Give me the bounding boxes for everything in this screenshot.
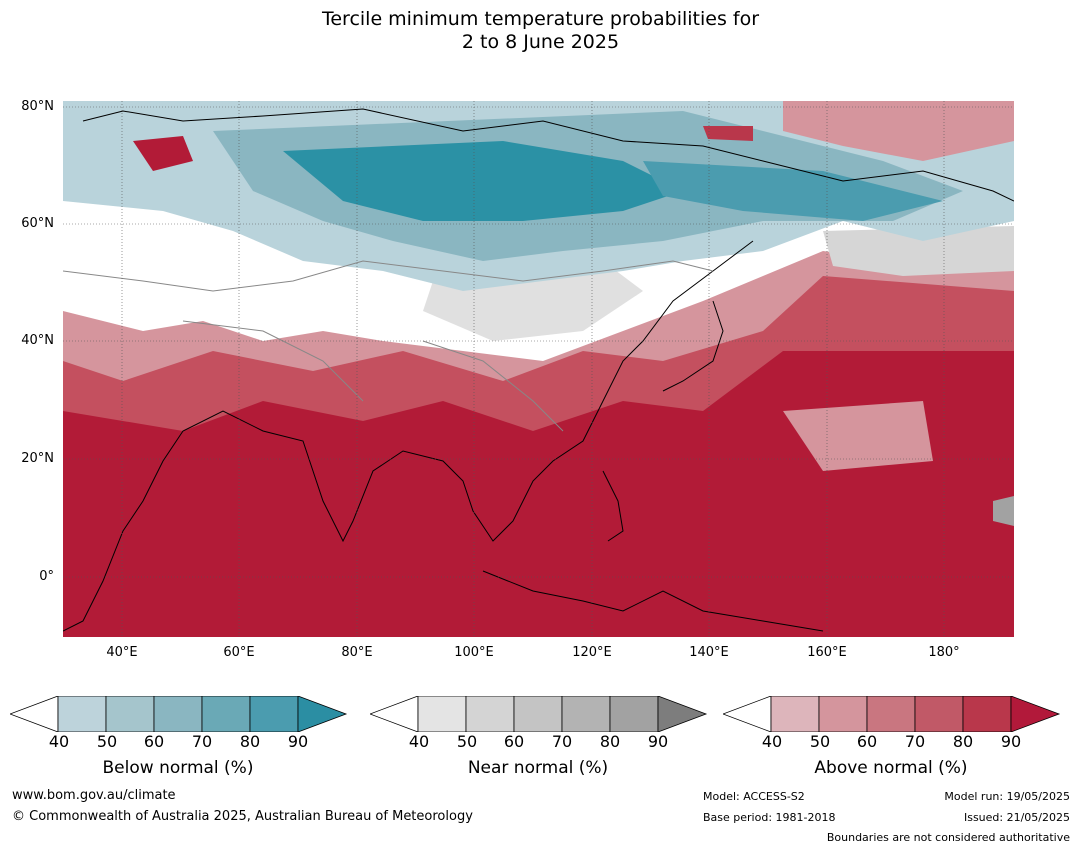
above-cbar-segment-4 <box>914 696 964 732</box>
below-cbar-segment-4 <box>201 696 251 732</box>
below-tick-70: 70 <box>191 732 213 751</box>
near-tick-80: 80 <box>599 732 621 751</box>
below-cbar-high-extend <box>297 696 348 732</box>
near-normal-colorbar <box>370 696 708 732</box>
near-tick-70: 70 <box>551 732 573 751</box>
title-line-2: 2 to 8 June 2025 <box>461 31 620 53</box>
lat-label-80n: 80°N <box>21 99 54 114</box>
below-tick-90: 90 <box>287 732 309 751</box>
arctic-above-west <box>133 136 193 171</box>
above-tick-60: 60 <box>856 732 878 751</box>
lon-label-160e: 160°E <box>807 645 847 660</box>
near-cbar-segment-5 <box>609 696 659 732</box>
philippines-coastline <box>602 470 624 542</box>
arctic-above-east <box>783 101 1014 161</box>
above-tick-90: 90 <box>1000 732 1022 751</box>
below-cbar-segment-1 <box>57 696 107 732</box>
below-cbar-low-extend <box>10 696 59 732</box>
near-normal-title: Near normal (%) <box>467 758 609 778</box>
near-cbar-segment-2 <box>465 696 515 732</box>
near-cbar-segment-3 <box>513 696 563 732</box>
indonesia-coastline <box>482 570 824 632</box>
below-cbar-segment-3 <box>153 696 203 732</box>
above-tick-80: 80 <box>952 732 974 751</box>
near-tick-40: 40 <box>408 732 430 751</box>
below-cbar-segment-2 <box>105 696 155 732</box>
below-normal-colorbar <box>10 696 348 732</box>
below-tick-80: 80 <box>239 732 261 751</box>
base-period-text: Base period: 1981-2018 <box>703 811 836 824</box>
japan-coastline <box>662 300 724 392</box>
lat-label-40n: 40°N <box>21 333 54 348</box>
below-tick-60: 60 <box>143 732 165 751</box>
above-cbar-segment-5 <box>962 696 1012 732</box>
lat-label-0: 0° <box>39 569 54 584</box>
map-title: Tercile minimum temperature probabilitie… <box>0 8 1081 54</box>
lon-label-60e: 60°E <box>223 645 255 660</box>
near-tick-60: 60 <box>503 732 525 751</box>
pacific-grey-patch <box>993 496 1014 526</box>
above-normal-title: Above normal (%) <box>814 758 968 778</box>
country-borders <box>63 260 714 432</box>
eurasia-coastline <box>63 108 1014 632</box>
lon-label-100e: 100°E <box>454 645 494 660</box>
above-normal-colorbar <box>723 696 1061 732</box>
siberia-below-strong <box>283 141 683 221</box>
near-tick-50: 50 <box>456 732 478 751</box>
east-siberia-below-strong <box>643 161 943 221</box>
near-cbar-low-extend <box>370 696 419 732</box>
model-text: Model: ACCESS-S2 <box>703 790 805 803</box>
lon-label-80e: 80°E <box>341 645 373 660</box>
near-tick-90: 90 <box>647 732 669 751</box>
above-tick-40: 40 <box>761 732 783 751</box>
title-line-1: Tercile minimum temperature probabilitie… <box>321 8 760 30</box>
below-normal-title: Below normal (%) <box>102 758 254 778</box>
probability-map <box>63 101 1014 637</box>
arctic-above-north <box>703 126 753 141</box>
lon-label-140e: 140°E <box>689 645 729 660</box>
pacific-lighter-region <box>783 401 933 471</box>
above-cbar-segment-3 <box>866 696 916 732</box>
model-run-text: Model run: 19/05/2025 <box>944 790 1070 803</box>
lon-label-40e: 40°E <box>106 645 138 660</box>
lat-label-20n: 20°N <box>21 451 54 466</box>
below-cbar-segment-5 <box>249 696 299 732</box>
lat-label-60n: 60°N <box>21 216 54 231</box>
near-cbar-high-extend <box>657 696 708 732</box>
above-cbar-segment-1 <box>770 696 820 732</box>
above-tick-70: 70 <box>904 732 926 751</box>
website-link[interactable]: www.bom.gov.au/climate <box>12 788 176 803</box>
lon-label-120e: 120°E <box>572 645 612 660</box>
issued-text: Issued: 21/05/2025 <box>963 811 1070 824</box>
above-cbar-high-extend <box>1010 696 1061 732</box>
pacific-north-grey <box>823 226 1014 276</box>
below-tick-40: 40 <box>48 732 70 751</box>
below-tick-50: 50 <box>96 732 118 751</box>
near-cbar-segment-1 <box>417 696 467 732</box>
lon-label-180: 180° <box>928 645 960 660</box>
above-tick-50: 50 <box>809 732 831 751</box>
above-cbar-low-extend <box>723 696 772 732</box>
copyright-text: © Commonwealth of Australia 2025, Austra… <box>12 809 473 824</box>
near-cbar-segment-4 <box>561 696 611 732</box>
graticule <box>63 101 1014 637</box>
disclaimer-text: Boundaries are not considered authoritat… <box>826 831 1070 844</box>
above-cbar-segment-2 <box>818 696 868 732</box>
